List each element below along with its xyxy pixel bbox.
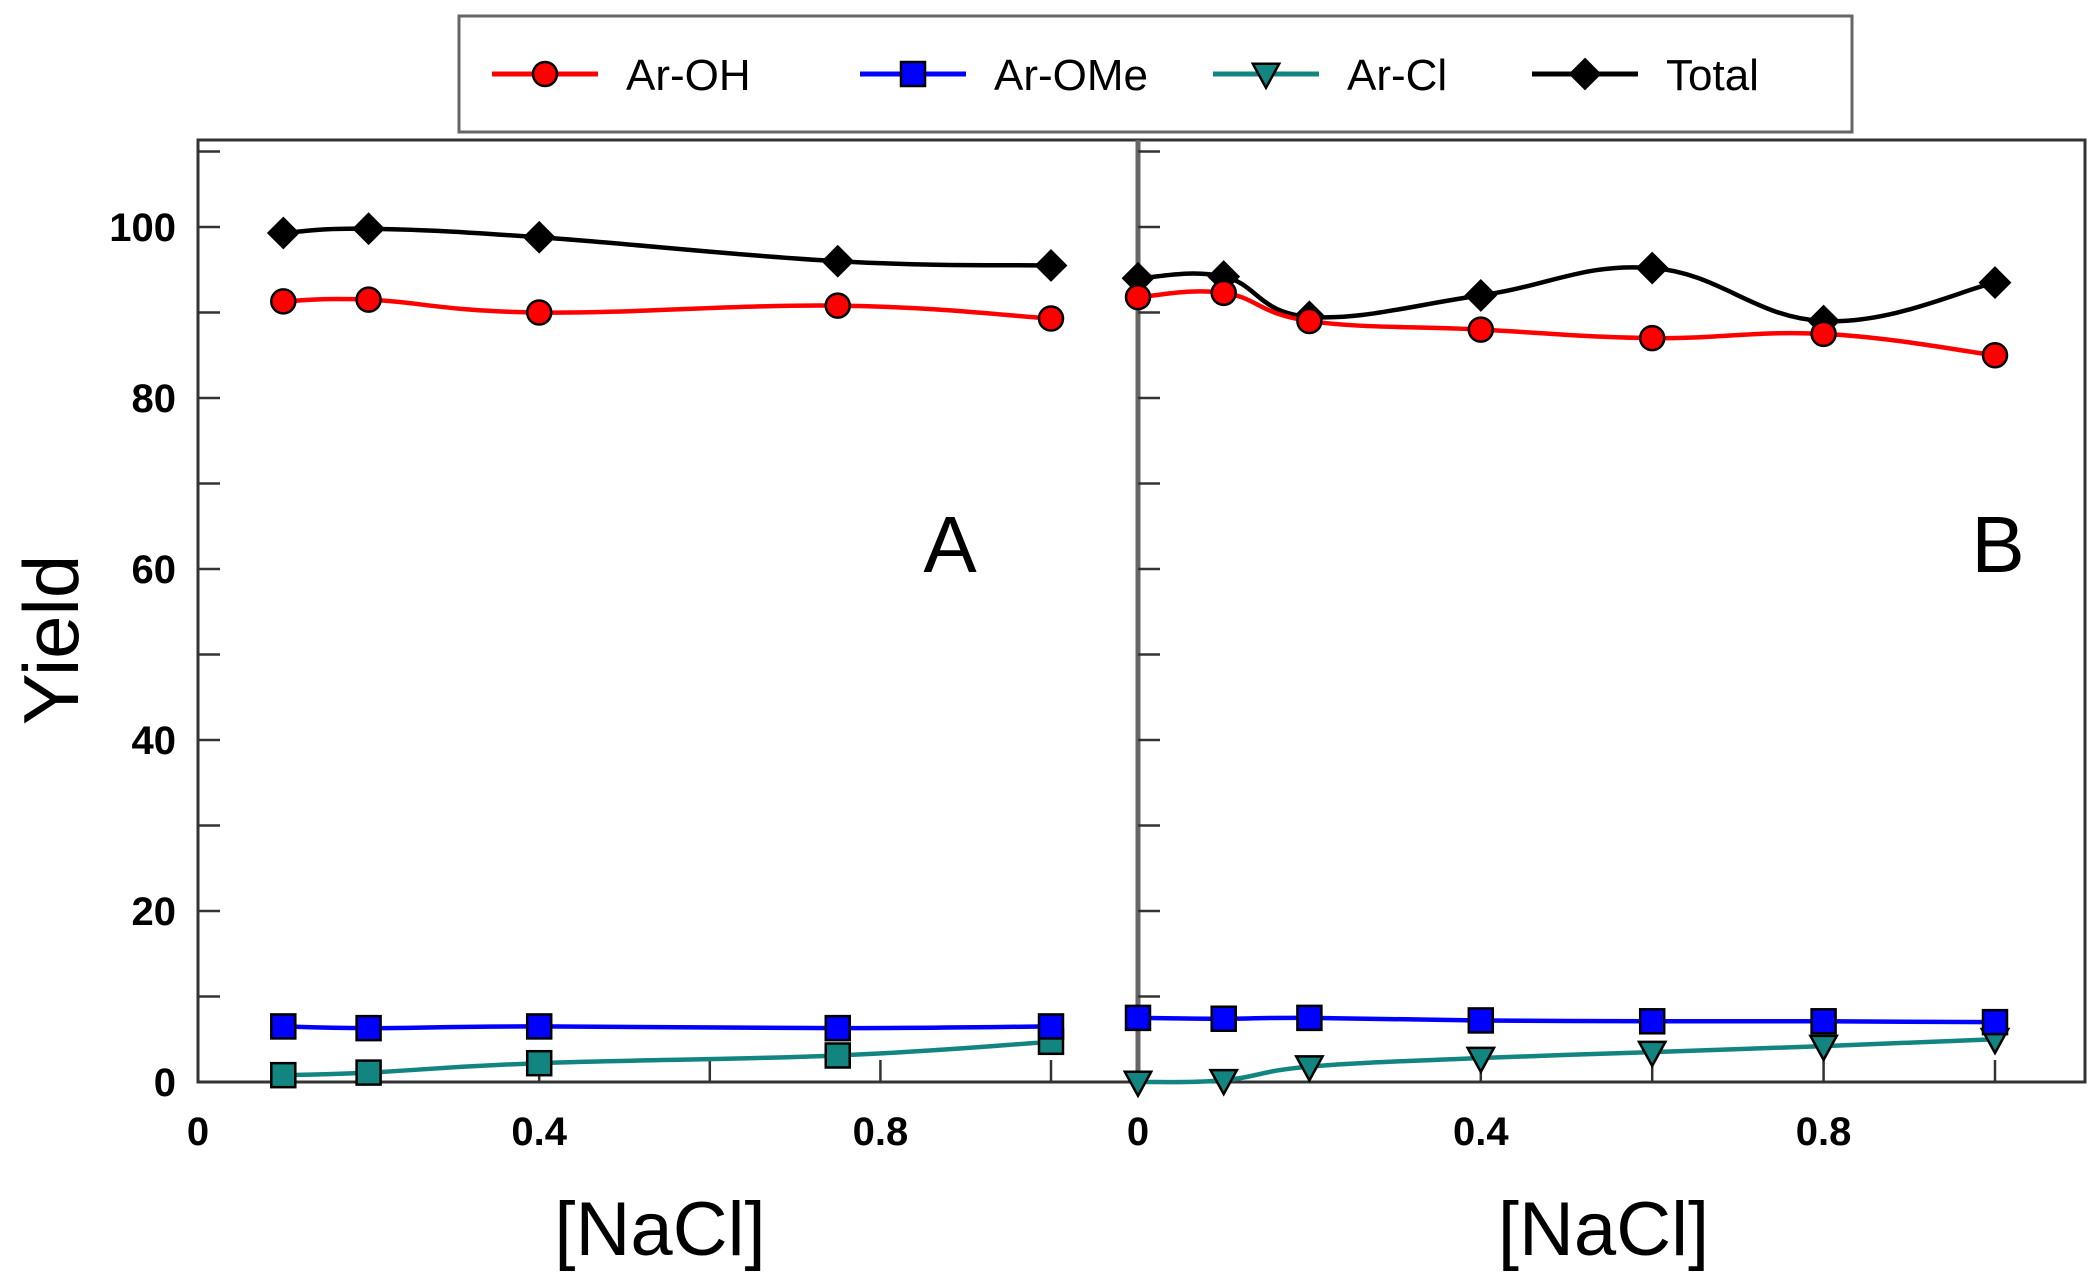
series-total <box>1121 251 2012 338</box>
data-point-ar-ome <box>1210 1005 1237 1032</box>
legend-marker-circle <box>531 60 559 88</box>
data-point-ar-ome <box>270 1013 297 1040</box>
data-point-ar-ome <box>1296 1004 1323 1032</box>
data-point-total <box>1635 251 1669 285</box>
data-point-ar-cl <box>1208 1068 1240 1097</box>
data-point-ar-cl <box>1294 1055 1325 1084</box>
y-tick-label: 100 <box>109 206 176 250</box>
y-tick-label: 40 <box>132 719 177 763</box>
y-axis-label: Yield <box>7 555 95 726</box>
data-point-ar-ome <box>824 1014 851 1042</box>
series-ar-cl <box>1122 1027 2011 1099</box>
series-line <box>1137 265 1996 324</box>
series-ar-oh <box>270 286 1065 332</box>
data-point-total <box>266 216 300 250</box>
series-ar-oh <box>1124 279 2009 369</box>
legend-marker-square <box>899 60 927 88</box>
panel-label: B <box>1971 500 2024 589</box>
data-point-ar-cl <box>270 1061 297 1089</box>
y-tick-label: 80 <box>132 377 177 421</box>
data-point-ar-oh <box>1124 283 1152 311</box>
data-point-ar-oh <box>1037 305 1065 332</box>
panel-label: A <box>923 500 977 589</box>
x-tick-label: 0 <box>187 1110 209 1154</box>
data-point-ar-oh <box>355 286 382 313</box>
data-point-ar-oh <box>1296 307 1323 335</box>
data-point-ar-ome <box>525 1013 553 1040</box>
y-tick-label: 20 <box>132 890 177 934</box>
data-point-ar-oh <box>525 299 553 326</box>
data-point-ar-ome <box>1124 1004 1152 1032</box>
x-tick-label: 0.4 <box>511 1110 567 1154</box>
legend-item-total: Total <box>1532 51 1759 100</box>
series-total <box>266 212 1068 282</box>
legend-label: Ar-Cl <box>1347 51 1447 100</box>
plot-area: 0 20 40 60 80 100 0 0.4 0.8 [NaCl] Yield A 0 0.4 0.8 [N… <box>7 138 2087 1272</box>
series-line <box>283 296 1052 321</box>
data-point-total <box>522 220 556 254</box>
data-point-ar-cl <box>525 1049 553 1077</box>
data-point-ar-ome <box>355 1014 382 1042</box>
data-point-ar-cl <box>355 1059 382 1086</box>
series-ar-cl <box>270 1028 1065 1089</box>
data-point-ar-ome <box>1467 1007 1495 1034</box>
legend-label: Ar-OH <box>626 51 751 100</box>
legend-label: Total <box>1666 51 1759 100</box>
data-point-total <box>1464 278 1498 312</box>
y-tick-label: 60 <box>132 548 177 592</box>
data-point-ar-ome <box>1981 1008 2009 1036</box>
legend-item-ar-ome: Ar-OMe <box>860 51 1148 100</box>
x-tick-label: 0.4 <box>1453 1110 1509 1154</box>
data-point-total <box>352 212 386 246</box>
data-point-total <box>1978 266 2012 299</box>
data-point-ar-cl <box>824 1042 851 1069</box>
data-point-ar-oh <box>1981 342 2009 369</box>
legend-marker-triangle-down <box>1250 62 1282 91</box>
legend-marker-diamond <box>1568 57 1602 91</box>
data-point-ar-cl <box>1122 1070 1154 1099</box>
y-tick-label: 0 <box>154 1061 176 1105</box>
x-axis-label: [NaCl] <box>1498 1187 1709 1272</box>
series-line <box>1137 1037 1996 1085</box>
x-tick-label: 0.8 <box>1796 1110 1852 1154</box>
data-point-ar-cl <box>1636 1040 1668 1069</box>
data-point-ar-oh <box>1467 316 1495 343</box>
data-point-ar-oh <box>1638 324 1666 352</box>
legend-item-ar-oh: Ar-OH <box>492 51 751 100</box>
data-point-ar-oh <box>1810 320 1837 348</box>
data-point-total <box>1034 249 1068 282</box>
series-line <box>283 1039 1052 1078</box>
legend-item-ar-cl: Ar-Cl <box>1213 51 1447 100</box>
data-point-total <box>821 244 855 278</box>
series-ar-ome <box>270 1013 1065 1042</box>
data-point-ar-ome <box>1037 1013 1065 1040</box>
legend: Ar-OH Ar-OMe Ar-Cl Total <box>457 14 1854 134</box>
data-point-ar-oh <box>270 288 297 315</box>
x-axis-label: [NaCl] <box>554 1187 765 1272</box>
data-point-ar-oh <box>1210 279 1237 307</box>
series-ar-ome <box>1124 1004 2009 1036</box>
series-line <box>283 1024 1052 1031</box>
series-line <box>1137 1015 1996 1025</box>
data-point-ar-oh <box>824 292 851 319</box>
data-point-ar-cl <box>1808 1034 1839 1063</box>
x-tick-label: 0.8 <box>853 1110 909 1154</box>
panel-a: 0 20 40 60 80 100 0 0.4 0.8 [NaCl] Yield A <box>7 150 1068 1272</box>
panel-b: 0 0.4 0.8 [NaCl] B <box>1121 150 2025 1272</box>
data-point-ar-ome <box>1810 1008 1837 1035</box>
data-point-ar-ome <box>1638 1008 1666 1035</box>
series-line <box>283 226 1052 268</box>
legend-label: Ar-OMe <box>994 51 1148 100</box>
data-point-ar-cl <box>1465 1046 1497 1075</box>
x-tick-label: 0 <box>1127 1110 1149 1154</box>
